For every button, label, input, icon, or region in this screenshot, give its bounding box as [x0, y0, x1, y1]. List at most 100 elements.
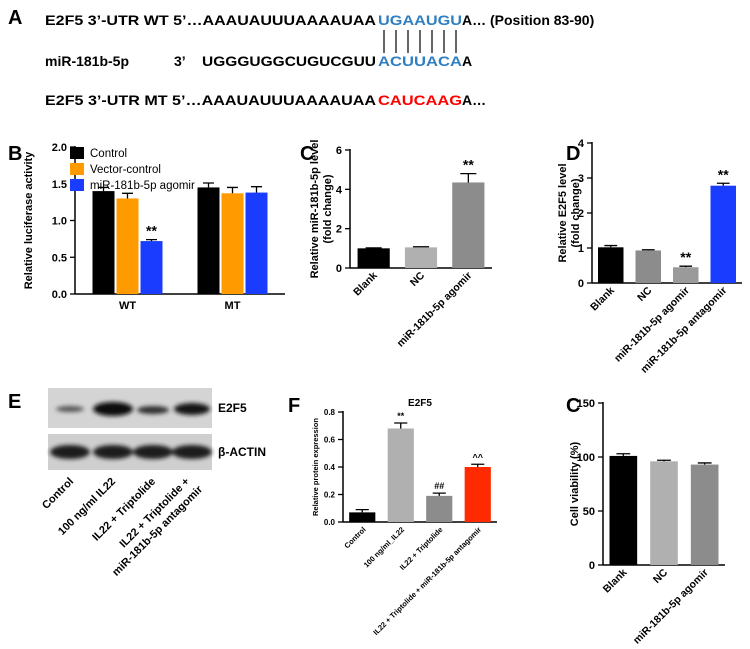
y-tick-label: 0.6: [324, 436, 336, 445]
lane-label: miR-181b-5p antagomir: [110, 483, 205, 578]
panel-label: B: [8, 143, 22, 165]
panel-label: A: [8, 7, 22, 29]
y-tick-label: 6: [336, 145, 342, 157]
bar: [221, 193, 244, 294]
y-tick-label: 0.2: [324, 491, 336, 500]
error-bar: [616, 453, 631, 456]
bar: [673, 267, 699, 283]
y-tick-label: 0: [336, 263, 342, 275]
base-pairing: [383, 30, 457, 53]
error-bar: [460, 172, 477, 183]
sequence: A: [462, 53, 472, 69]
annotation: **: [463, 157, 474, 173]
x-tick-label: Blank: [351, 270, 380, 299]
y-tick-label: 1: [578, 243, 584, 255]
y-tick-label: 2.0: [52, 142, 67, 154]
y-axis-label: Relative miR-181b-5p level: [309, 140, 321, 279]
annotation: ##: [434, 481, 444, 491]
strand-end: 3’: [174, 53, 186, 69]
y-tick-label: 1.0: [52, 216, 67, 228]
legend-label: Control: [90, 148, 127, 160]
mirna-name: miR-181b-5p: [45, 53, 129, 69]
x-tick-label: MT: [225, 300, 241, 312]
x-tick-label: Control: [342, 525, 367, 550]
error-bar: [355, 508, 369, 513]
error-bar: [641, 249, 655, 251]
error-bar: [716, 182, 730, 186]
bar: [609, 455, 638, 565]
seed-site: ACUUACA: [378, 53, 462, 69]
bar: [426, 495, 453, 522]
x-tick-label: NC: [651, 566, 671, 586]
bar: [690, 464, 719, 565]
y-tick-label: 0.5: [52, 252, 67, 264]
legend-swatch: [70, 163, 84, 175]
y-tick-label: 150: [577, 398, 595, 410]
sequence: E2F5 3’-UTR WT 5’…AAAUAUUUAAAAUAA: [45, 12, 376, 28]
legend-swatch: [70, 147, 84, 159]
panel-label: F: [288, 395, 300, 417]
error-bar: [203, 182, 214, 188]
sequence: UGGGUGGCUGUCGUU: [202, 53, 376, 69]
bar: [245, 192, 268, 294]
bar: [197, 187, 220, 294]
chart-title: E2F5: [408, 398, 432, 409]
x-tick-label: miR-181b-5p agomir: [631, 567, 711, 647]
y-tick-label: 0.8: [324, 408, 336, 417]
bar: [357, 248, 390, 268]
bar: [92, 191, 115, 294]
bar: [452, 182, 485, 268]
lane-label: Control: [40, 476, 76, 512]
band-label: E2F5: [218, 401, 247, 415]
bar: [650, 461, 678, 565]
x-tick-label: Blank: [588, 285, 617, 314]
panel-label: C: [300, 143, 314, 165]
annotation: ^^: [472, 452, 483, 462]
y-axis-label: Relative E2F5 level: [557, 163, 569, 262]
y-tick-label: 4: [336, 184, 343, 196]
panel-label: D: [566, 143, 580, 165]
y-tick-label: 3: [578, 173, 584, 185]
y-tick-label: 0: [589, 560, 595, 572]
x-tick-label: NC: [408, 269, 428, 289]
bar: [349, 512, 376, 522]
error-bar: [697, 462, 712, 465]
y-tick-label: 2: [578, 208, 584, 220]
error-bar: [679, 265, 693, 268]
y-tick-label: 50: [583, 506, 595, 518]
sequence: A… (Position 83-90): [462, 12, 594, 28]
error-bar: [412, 246, 430, 248]
mutant-site: CAUCAAG: [378, 92, 462, 108]
y-tick-label: 1.5: [52, 179, 67, 191]
bar: [116, 198, 139, 294]
y-tick-label: 0.0: [324, 518, 336, 527]
y-axis-label: (fold change): [322, 174, 334, 243]
error-bar: [227, 186, 238, 194]
annotation: **: [718, 166, 729, 182]
annotation: **: [146, 223, 157, 239]
y-tick-label: 0.4: [324, 463, 336, 472]
bar: [387, 428, 414, 522]
bar: [635, 250, 661, 283]
y-axis-label: Relative luciferase activity: [23, 151, 35, 289]
x-tick-label: WT: [119, 300, 136, 312]
legend-label: Vector-control: [90, 164, 161, 176]
blot-bands: [50, 402, 212, 459]
legend-swatch: [70, 179, 84, 191]
error-bar: [98, 186, 109, 192]
legend-label: miR-181b-5p agomir: [90, 180, 195, 192]
error-bar: [432, 492, 446, 496]
y-tick-label: 100: [577, 452, 595, 464]
bar: [140, 241, 163, 294]
y-axis-label: Relative protein expression: [311, 418, 320, 516]
error-bar: [471, 463, 485, 467]
y-tick-label: 0.0: [52, 289, 67, 301]
y-tick-label: 4: [578, 138, 585, 150]
error-bar: [604, 244, 618, 248]
panel-label: C: [566, 395, 580, 417]
y-axis-label: Cell viability (%): [569, 441, 581, 526]
x-tick-label: Blank: [601, 567, 630, 596]
band-label: β-ACTIN: [218, 445, 266, 459]
